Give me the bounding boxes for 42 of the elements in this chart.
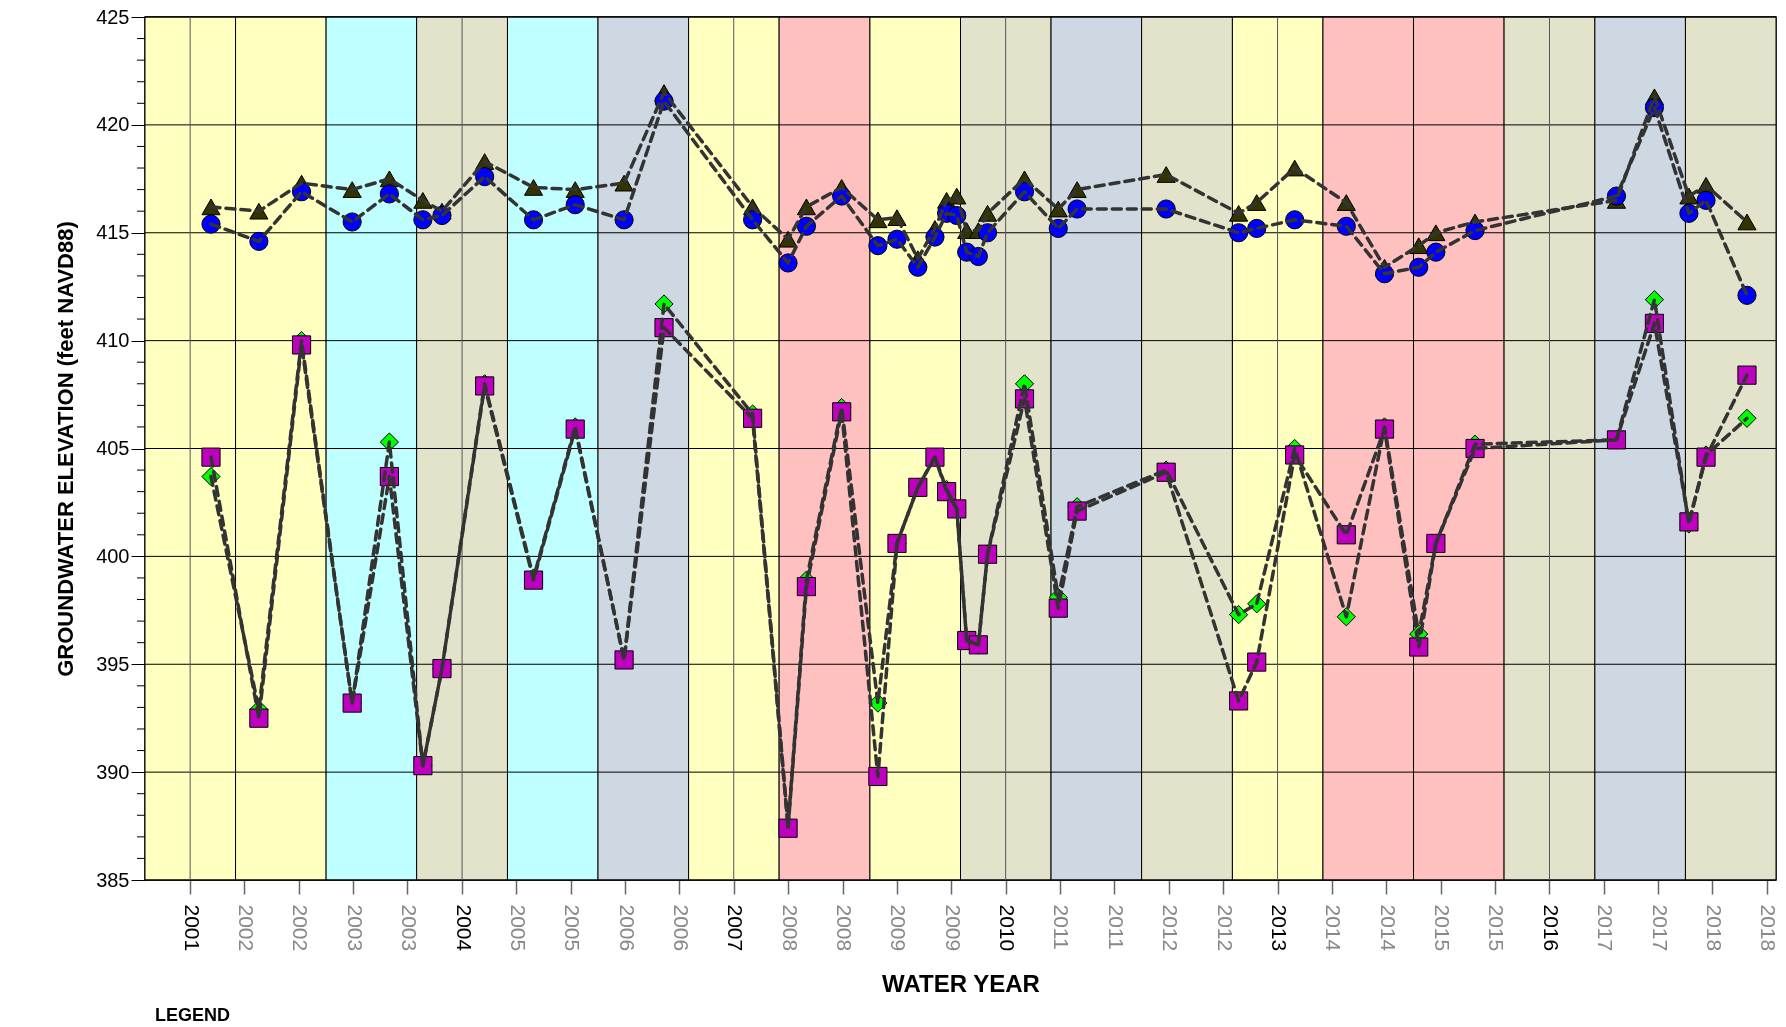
x-tick-label: 2005 [506,904,530,952]
y-tick-label: 385 [96,868,130,891]
x-tick-label: 2007 [724,904,748,952]
x-tick-label: 2018 [1702,904,1726,952]
x-tick-label: 2010 [996,904,1020,952]
x-tick-label: 2015 [1431,904,1455,952]
x-tick-label: 2008 [833,904,857,952]
x-axis-title: WATER YEAR [882,970,1040,998]
x-tick-label: 2003 [343,904,367,952]
x-tick-label: 2017 [1648,904,1672,952]
x-tick-label: 2005 [561,904,585,952]
x-tick-label: 2017 [1594,904,1618,952]
x-tick-label: 2018 [1757,904,1781,952]
y-tick-label: 415 [96,221,130,244]
text: LEGEND [155,1005,231,1025]
x-tick-label: 2016 [1539,904,1563,952]
x-tick-label: 2002 [234,904,258,952]
x-tick-label: 2015 [1485,904,1509,952]
y-tick-label: 405 [96,437,130,459]
x-tick-label: 2006 [615,904,639,952]
x-tick-label: 2006 [669,904,693,952]
x-tick-label: 2002 [289,904,313,952]
y-axis-title: GROUNDWATER ELEVATION (feet NAVD88) [53,221,79,677]
x-tick-label: 2014 [1376,904,1400,952]
x-tick-label: 2008 [778,904,802,952]
y-tick-label: 400 [96,544,130,567]
x-tick-label: 2004 [452,904,476,952]
y-tick-label: 410 [96,329,130,352]
y-tick-label: 425 [96,5,130,28]
x-tick-label: 2012 [1159,904,1183,952]
y-tick-label: 420 [96,113,130,136]
x-tick-label: 2011 [1050,904,1074,950]
y-tick-label: 390 [96,760,130,783]
x-tick-label: 2003 [397,904,421,952]
x-tick-label: 2009 [887,904,911,952]
y-tick-label: 395 [96,652,130,675]
x-tick-label: 2012 [1213,904,1237,952]
x-tick-label: 2011 [1104,904,1128,950]
x-tick-label: 2014 [1322,904,1346,952]
x-tick-label: 2013 [1268,904,1292,952]
x-tick-label: 2009 [941,904,965,952]
x-tick-label: 2001 [180,904,204,952]
